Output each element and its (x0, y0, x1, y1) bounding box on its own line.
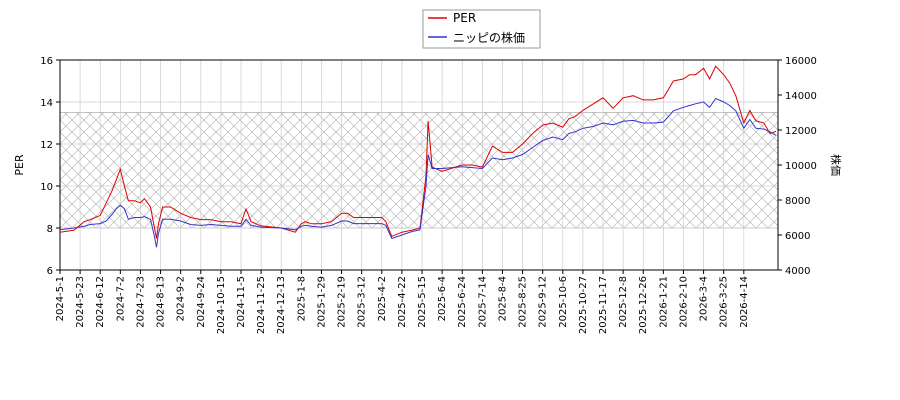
x-tick-label: 2025-7-14 (477, 276, 488, 328)
x-tick-label: 2024-9-24 (196, 276, 207, 328)
x-tick-label: 2025-9-12 (538, 276, 549, 328)
x-tick-label: 2025-2-19 (337, 276, 348, 328)
x-tick-label: 2024-5-1 (55, 276, 66, 321)
x-tick-label: 2024-5-23 (75, 276, 86, 328)
x-tick-label: 2025-3-12 (357, 276, 368, 328)
x-tick-label: 2025-6-4 (437, 276, 448, 321)
x-tick-label: 2025-8-4 (497, 276, 508, 321)
x-tick-label: 2025-5-15 (417, 276, 428, 328)
x-tick-label: 2025-10-27 (578, 276, 589, 334)
x-tick-label: 2024-11-25 (256, 276, 267, 334)
right-y-tick-label: 4000 (785, 266, 810, 277)
right-y-tick-label: 16000 (785, 56, 817, 67)
x-tick-label: 2024-6-12 (95, 276, 106, 328)
shaded-band (59, 112, 779, 229)
x-tick-label: 2025-10-6 (558, 276, 569, 328)
x-tick-label: 2025-4-2 (377, 276, 388, 321)
stock-price-series-line (59, 97, 777, 248)
legend-box (422, 9, 541, 49)
x-tick-label: 2025-1-29 (316, 276, 327, 328)
x-tick-label: 2024-12-13 (276, 276, 287, 334)
legend: PER ニッピの株価 (422, 9, 541, 49)
left-y-tick-label: 10 (40, 182, 53, 193)
x-tick-label: 2024-7-23 (135, 276, 146, 328)
legend-label-per: PER (453, 11, 476, 25)
left-y-tick-label: 12 (40, 140, 53, 151)
x-tick-label: 2024-11-5 (236, 276, 247, 328)
left-y-tick-label: 6 (47, 266, 53, 277)
right-y-tick-label: 10000 (785, 161, 817, 172)
x-tick-label: 2025-12-26 (638, 276, 649, 334)
x-tick-label: 2026-4-14 (739, 276, 750, 328)
x-tick-label: 2024-9-2 (176, 276, 187, 321)
left-y-tick-label: 8 (47, 224, 53, 235)
x-tick-label: 2026-3-4 (699, 276, 710, 321)
right-y-tick-label: 14000 (785, 91, 817, 102)
x-tick-label: 2025-4-22 (397, 276, 408, 328)
left-y-tick-label: 14 (40, 98, 53, 109)
x-tick-label: 2025-1-8 (296, 276, 307, 321)
x-tick-label: 2025-6-24 (457, 276, 468, 328)
x-tick-label: 2024-10-15 (216, 276, 227, 334)
legend-label-price: ニッピの株価 (453, 30, 525, 45)
right-y-tick-label: 6000 (785, 231, 810, 242)
x-tick-label: 2026-1-21 (658, 276, 669, 328)
left-axis-title: PER (13, 154, 26, 176)
x-tick-label: 2025-11-17 (598, 276, 609, 334)
right-y-tick-label: 8000 (785, 196, 810, 207)
left-y-tick-label: 16 (40, 56, 53, 67)
x-tick-label: 2025-8-25 (518, 276, 529, 328)
x-tick-label: 2025-12-8 (618, 276, 629, 328)
per-series-line (59, 65, 777, 239)
right-y-tick-label: 12000 (785, 126, 817, 137)
right-axis-title: 株価 (829, 154, 843, 176)
x-tick-label: 2024-7-2 (115, 276, 126, 321)
x-tick-label: 2026-2-10 (678, 276, 689, 328)
x-tick-label: 2024-8-13 (156, 276, 167, 328)
x-tick-label: 2026-3-25 (719, 276, 730, 328)
